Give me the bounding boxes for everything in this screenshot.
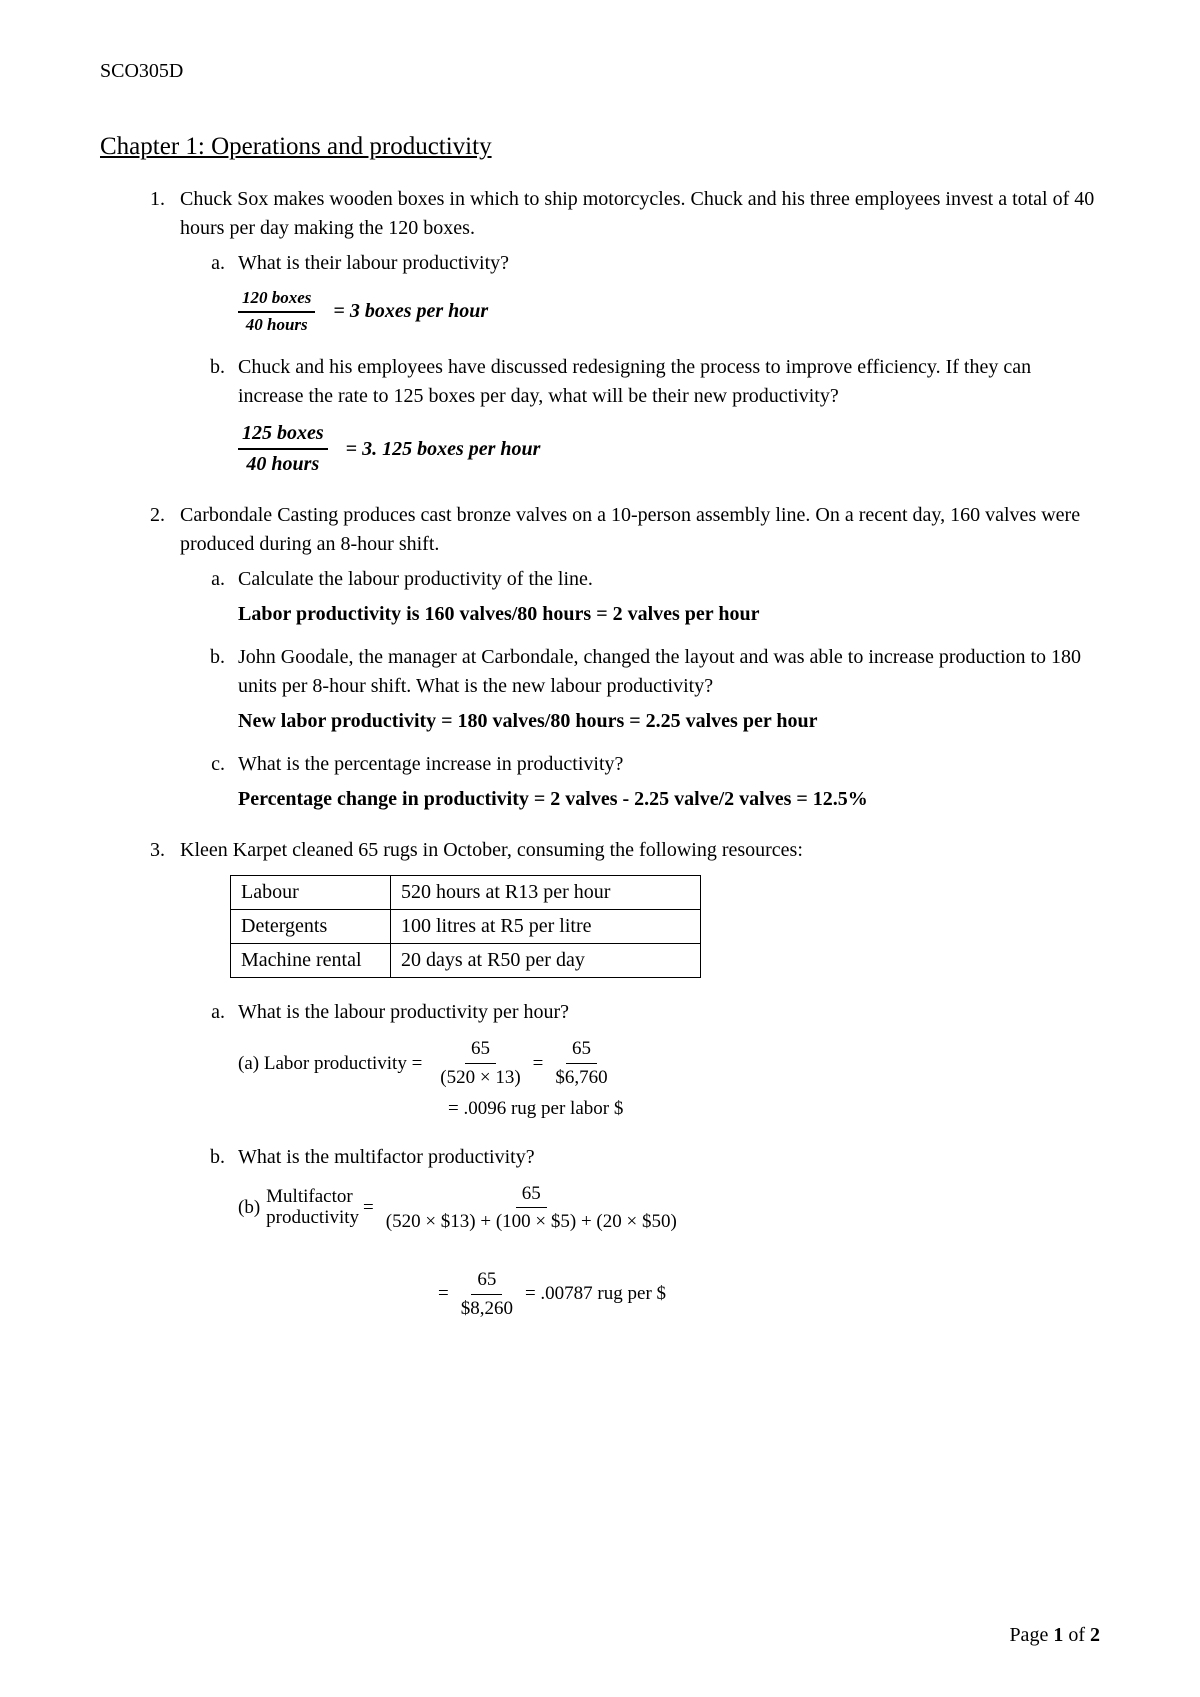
q2-text: Carbondale Casting produces cast bronze … — [180, 504, 1080, 555]
q2a-answer: Labor productivity is 160 valves/80 hour… — [238, 600, 1100, 629]
page-number: Page 1 of 2 — [1009, 1624, 1100, 1647]
q3b-math: (b) Multifactor productivity = 65 (520 ×… — [238, 1180, 1100, 1322]
q1a-num: 120 boxes — [238, 286, 315, 313]
q2c-prompt: What is the percentage increase in produ… — [238, 753, 623, 775]
table-row: Detergents 100 litres at R5 per litre — [231, 910, 701, 944]
q3b-eq2: = — [438, 1280, 449, 1308]
cell: Machine rental — [231, 944, 391, 978]
q2b-answer: New labor productivity = 180 valves/80 h… — [238, 707, 1100, 736]
q3b-f1num: 65 — [516, 1180, 547, 1209]
table-row: Machine rental 20 days at R50 per day — [231, 944, 701, 978]
question-2: Carbondale Casting produces cast bronze … — [170, 501, 1100, 814]
q1b-prompt: Chuck and his employees have discussed r… — [238, 356, 1031, 407]
q2c-answer: Percentage change in productivity = 2 va… — [238, 785, 1100, 814]
q3a: What is the labour productivity per hour… — [230, 998, 1100, 1123]
question-1: Chuck Sox makes wooden boxes in which to… — [170, 185, 1100, 479]
q3a-f1den: (520 × 13) — [434, 1064, 526, 1092]
q3a-label: (a) Labor productivity = — [238, 1050, 422, 1078]
question-list: Chuck Sox makes wooden boxes in which to… — [100, 185, 1100, 1322]
q1a-result: = 3 boxes per hour — [333, 297, 488, 326]
cell: Detergents — [231, 910, 391, 944]
q3b-prompt: What is the multifactor productivity? — [238, 1146, 535, 1168]
q3a-result: = .0096 rug per labor $ — [448, 1095, 1100, 1123]
q2c: What is the percentage increase in produ… — [230, 750, 1100, 814]
q3b-f1den: (520 × $13) + (100 × $5) + (20 × $50) — [380, 1208, 683, 1236]
q2a-prompt: Calculate the labour productivity of the… — [238, 568, 593, 590]
chapter-title: Chapter 1: Operations and productivity — [100, 133, 1100, 161]
page-total: 2 — [1090, 1624, 1100, 1646]
q2a: Calculate the labour productivity of the… — [230, 565, 1100, 629]
q3b-f2den: $8,260 — [455, 1295, 519, 1323]
q2b-prompt: John Goodale, the manager at Carbondale,… — [238, 646, 1081, 697]
q3b-label-top: Multifactor — [266, 1187, 359, 1208]
q1-sublist: What is their labour productivity? 120 b… — [180, 249, 1100, 479]
q1b-result: = 3. 125 boxes per hour — [346, 435, 541, 464]
q3-text: Kleen Karpet cleaned 65 rugs in October,… — [180, 839, 803, 861]
q3b: What is the multifactor productivity? (b… — [230, 1143, 1100, 1322]
q1-text: Chuck Sox makes wooden boxes in which to… — [180, 188, 1094, 239]
question-3: Kleen Karpet cleaned 65 rugs in October,… — [170, 836, 1100, 1322]
q3b-eq: = — [363, 1194, 374, 1222]
q1a-prompt: What is their labour productivity? — [238, 252, 509, 274]
page-prefix: Page — [1009, 1624, 1053, 1646]
page-current: 1 — [1053, 1624, 1063, 1646]
q3-sublist: What is the labour productivity per hour… — [180, 998, 1100, 1322]
q1b-formula: 125 boxes 40 hours = 3. 125 boxes per ho… — [238, 419, 1100, 479]
resource-table: Labour 520 hours at R13 per hour Deterge… — [230, 875, 701, 978]
q1a-formula: 120 boxes 40 hours = 3 boxes per hour — [238, 286, 1100, 337]
q3a-f1num: 65 — [465, 1035, 496, 1064]
q3a-mid: = — [533, 1050, 544, 1078]
cell: 20 days at R50 per day — [391, 944, 701, 978]
q3a-f2den: $6,760 — [549, 1064, 613, 1092]
q1a: What is their labour productivity? 120 b… — [230, 249, 1100, 337]
q1a-den: 40 hours — [242, 313, 312, 338]
q3b-result: = .00787 rug per $ — [525, 1280, 666, 1308]
q2b: John Goodale, the manager at Carbondale,… — [230, 643, 1100, 736]
page-of: of — [1063, 1624, 1090, 1646]
q1b-num: 125 boxes — [238, 419, 328, 450]
q1b: Chuck and his employees have discussed r… — [230, 353, 1100, 479]
q3a-math: (a) Labor productivity = 65 (520 × 13) =… — [238, 1035, 1100, 1123]
q3a-f2num: 65 — [566, 1035, 597, 1064]
table-row: Labour 520 hours at R13 per hour — [231, 876, 701, 910]
q2-sublist: Calculate the labour productivity of the… — [180, 565, 1100, 814]
q3b-f2num: 65 — [471, 1266, 502, 1295]
cell: Labour — [231, 876, 391, 910]
cell: 520 hours at R13 per hour — [391, 876, 701, 910]
q3a-prompt: What is the labour productivity per hour… — [238, 1001, 569, 1023]
cell: 100 litres at R5 per litre — [391, 910, 701, 944]
q1b-den: 40 hours — [242, 450, 323, 479]
q3b-label-bot: productivity — [266, 1208, 359, 1229]
course-code: SCO305D — [100, 60, 1100, 83]
q3b-pre: (b) — [238, 1194, 260, 1222]
